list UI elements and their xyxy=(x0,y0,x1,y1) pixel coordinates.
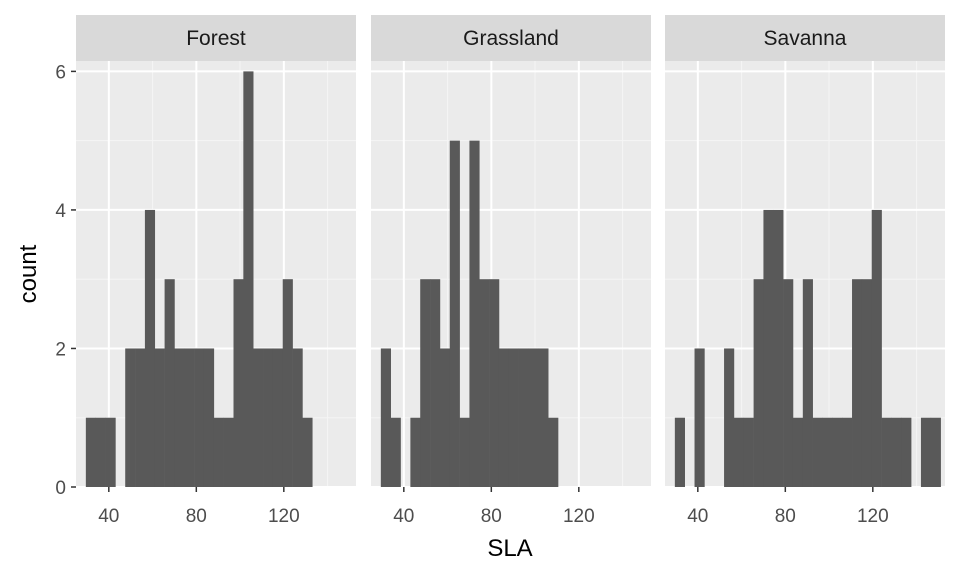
histogram-bar xyxy=(302,417,313,487)
histogram-bar xyxy=(213,417,224,487)
histogram-bar xyxy=(292,348,303,487)
histogram-bar xyxy=(861,279,873,487)
histogram-bar xyxy=(508,348,519,487)
histogram-bar xyxy=(380,348,391,487)
y-axis-title: count xyxy=(15,244,42,303)
histogram-bar xyxy=(272,348,284,487)
histogram-bar xyxy=(223,417,234,487)
histogram-bar xyxy=(449,140,460,487)
facet-savanna: Savanna 40 80 120 xyxy=(665,15,945,527)
histogram-bar xyxy=(792,417,804,487)
x-tick-label: 40 xyxy=(393,506,414,527)
facet-strip-label: Savanna xyxy=(764,27,847,50)
histogram-bar xyxy=(518,348,529,487)
x-tick-label: 120 xyxy=(268,506,300,527)
histogram-bar xyxy=(85,417,96,487)
facet-strip xyxy=(371,15,651,61)
histogram-bar xyxy=(174,348,185,487)
histogram-bar xyxy=(930,417,941,487)
histogram-bar xyxy=(479,279,490,487)
x-tick-label: 120 xyxy=(563,506,595,527)
histogram-bar xyxy=(733,417,745,487)
histogram-bar xyxy=(410,417,421,487)
histogram-bar xyxy=(203,348,215,487)
histogram-bar xyxy=(842,417,853,487)
histogram-bar xyxy=(469,140,480,487)
histogram-bar xyxy=(243,71,254,487)
histogram-bar xyxy=(184,348,195,487)
histogram-bar xyxy=(674,417,685,487)
histogram-bar xyxy=(753,279,764,487)
histogram-bar xyxy=(724,348,735,487)
x-tick-label: 120 xyxy=(857,506,889,527)
histogram-bar xyxy=(528,348,539,487)
histogram-bar xyxy=(881,417,892,487)
histogram-bar xyxy=(891,417,902,487)
x-tick-label: 40 xyxy=(98,506,119,527)
histogram-bar xyxy=(783,279,794,487)
y-tick-label: 0 xyxy=(55,478,66,499)
histogram-bar xyxy=(763,209,774,488)
histogram-bar xyxy=(773,209,784,488)
histogram-bar xyxy=(694,348,705,487)
x-tick-label: 80 xyxy=(481,506,502,527)
histogram-bar xyxy=(920,417,932,487)
histogram-bar xyxy=(253,348,264,487)
facet-strip-label: Grassland xyxy=(463,27,559,50)
histogram-bar xyxy=(164,279,175,487)
histogram-bar xyxy=(430,279,441,487)
histogram-bar xyxy=(832,417,843,487)
histogram-bar xyxy=(538,348,549,487)
histogram-bar xyxy=(439,348,451,487)
histogram-bar xyxy=(154,348,165,487)
y-tick-label: 6 xyxy=(55,62,66,83)
histogram-bar xyxy=(871,209,882,488)
histogram-bar xyxy=(125,348,136,487)
facet-strip xyxy=(665,15,945,61)
histogram-bar xyxy=(812,417,823,487)
histogram-bar xyxy=(194,348,205,487)
y-tick-label: 2 xyxy=(55,339,66,360)
histogram-bar xyxy=(852,279,863,487)
histogram-bar xyxy=(822,417,833,487)
panel-background xyxy=(76,61,356,487)
x-tick-label: 40 xyxy=(687,506,708,527)
x-axis-title: SLA xyxy=(487,535,532,562)
facet-strip-label: Forest xyxy=(186,27,246,50)
y-axis: 0 2 4 6 xyxy=(55,62,76,499)
histogram-bar xyxy=(282,279,293,487)
x-tick-label: 80 xyxy=(186,506,207,527)
histogram-bar xyxy=(901,417,912,487)
facet-strip xyxy=(76,15,356,61)
histogram-bar xyxy=(802,279,813,487)
histogram-bar xyxy=(233,279,244,487)
histogram-bar xyxy=(390,417,401,487)
histogram-bar xyxy=(95,417,106,487)
histogram-bar xyxy=(743,417,754,487)
histogram-bar xyxy=(144,209,156,488)
histogram-bar xyxy=(263,348,274,487)
histogram-bar xyxy=(135,348,146,487)
histogram-bar xyxy=(498,348,510,487)
histogram-bar xyxy=(420,279,431,487)
y-tick-label: 4 xyxy=(55,201,66,222)
facet-panels: Forest 40 80 120 Grassland 40 80 120 Savanna 40 80… xyxy=(76,15,945,527)
histogram-bar xyxy=(459,417,470,487)
x-tick-label: 80 xyxy=(775,506,796,527)
histogram-bar xyxy=(548,417,559,487)
histogram-bar xyxy=(489,279,500,487)
facet-forest: Forest 40 80 120 xyxy=(76,15,411,527)
histogram-bar xyxy=(105,417,116,487)
facet-grassland: Grassland 40 80 120 xyxy=(371,15,651,527)
